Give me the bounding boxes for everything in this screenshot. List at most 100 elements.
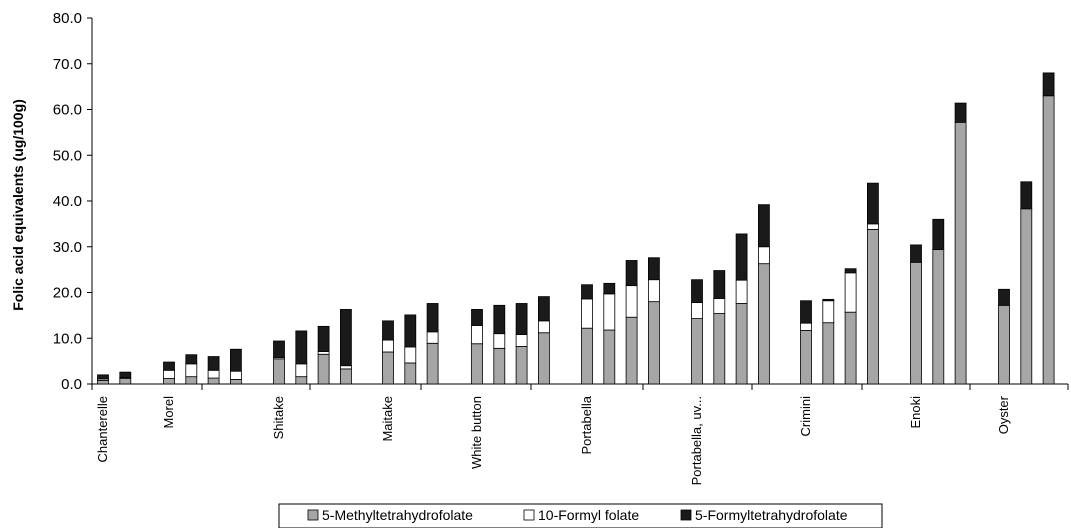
bar-segment-5-methyltetrahydrofolate — [207, 377, 220, 385]
bar-segment-5-formyltetrahydrofolate — [625, 260, 638, 287]
bar-segment-5-formyltetrahydrofolate — [603, 282, 616, 295]
category-label: Chanterelle — [95, 396, 110, 463]
bar-segment-10-formyl-folate — [339, 365, 352, 370]
category-label: Morel — [161, 396, 176, 429]
bar-segment-5-methyltetrahydrofolate — [185, 376, 198, 385]
bar-segment-5-methyltetrahydrofolate — [97, 379, 109, 385]
bar-segment-5-formyltetrahydrofolate — [339, 309, 352, 367]
bar-segment-5-methyltetrahydrofolate — [691, 318, 703, 385]
bar-segment-5-formyltetrahydrofolate — [119, 371, 132, 378]
bar-segment-5-formyltetrahydrofolate — [538, 296, 550, 322]
bar-segment-10-formyl-folate — [844, 272, 857, 313]
bar-segment-5-methyltetrahydrofolate — [867, 228, 879, 385]
bar-segment-10-formyl-folate — [515, 334, 528, 347]
y-tick-label: 70.0 — [53, 56, 82, 73]
category-label: Crimini — [798, 396, 813, 437]
bar-segment-5-formyltetrahydrofolate — [648, 257, 660, 281]
bar-segment-10-formyl-folate — [800, 322, 812, 331]
bar-segment-10-formyl-folate — [648, 279, 660, 303]
bar-segment-5-methyltetrahydrofolate — [426, 342, 439, 385]
bar-segment-5-methyltetrahydrofolate — [273, 358, 285, 385]
bar-segment-5-methyltetrahydrofolate — [844, 311, 857, 385]
y-tick-labels: 0.0 10.0 20.0 30.0 40.0 50.0 60.0 70.0 80.0 — [53, 10, 82, 393]
bar-segment-10-formyl-folate — [185, 363, 198, 378]
bar-segment-5-formyltetrahydrofolate — [998, 288, 1010, 306]
bar-segment-5-methyltetrahydrofolate — [163, 378, 175, 385]
legend-box — [278, 503, 883, 528]
bar-segment-5-methyltetrahydrofolate — [339, 368, 352, 385]
bar-segment-5-formyltetrahydrofolate — [581, 284, 593, 300]
y-tick-label: 40.0 — [53, 193, 82, 210]
bar-segment-5-methyltetrahydrofolate — [910, 261, 922, 385]
bar-segment-5-formyltetrahydrofolate — [426, 303, 439, 333]
bar-segment-5-formyltetrahydrofolate — [954, 102, 967, 123]
bar-segment-5-methyltetrahydrofolate — [1042, 95, 1055, 385]
bar-segment-10-formyl-folate — [229, 370, 242, 380]
bar-segment-5-formyltetrahydrofolate — [471, 309, 483, 326]
bar-segment-10-formyl-folate — [822, 300, 835, 324]
bar-segment-5-methyltetrahydrofolate — [822, 322, 835, 385]
y-tick-label: 30.0 — [53, 239, 82, 256]
bar-segment-5-formyltetrahydrofolate — [185, 354, 198, 365]
bar-segment-10-formyl-folate — [404, 346, 417, 364]
bar-segment-5-formyltetrahydrofolate — [932, 218, 945, 250]
category-label: White button — [469, 396, 484, 469]
category-label: Shitake — [271, 396, 286, 439]
bar-segment-5-formyltetrahydrofolate — [404, 314, 417, 348]
y-axis-label: Folic acid equivalents (ug/100g) — [10, 99, 26, 311]
bar-segment-5-methyltetrahydrofolate — [932, 249, 945, 385]
bar-segment-5-methyltetrahydrofolate — [998, 304, 1010, 385]
bar-segment-10-formyl-folate — [207, 369, 220, 379]
y-tick-label: 10.0 — [53, 330, 82, 347]
bar-segment-5-methyltetrahydrofolate — [471, 343, 483, 385]
bar-segment-10-formyl-folate — [382, 339, 394, 353]
bar-segment-5-methyltetrahydrofolate — [713, 313, 726, 385]
bar-segment-10-formyl-folate — [295, 363, 308, 378]
bar-segment-5-methyltetrahydrofolate — [538, 332, 550, 385]
bar-segment-10-formyl-folate — [867, 223, 879, 230]
bar-segment-5-methyltetrahydrofolate — [800, 330, 812, 385]
bar-segment-5-methyltetrahydrofolate — [581, 327, 593, 385]
legend-swatch — [523, 509, 535, 521]
bar-segment-5-formyltetrahydrofolate — [382, 320, 394, 341]
bar-segment-5-methyltetrahydrofolate — [382, 351, 394, 385]
y-tick-label: 80.0 — [53, 10, 82, 27]
bar-segment-5-methyltetrahydrofolate — [404, 362, 417, 385]
bar-segment-5-methyltetrahydrofolate — [648, 301, 660, 385]
legend-label: 5-Methyltetrahydrofolate — [322, 507, 473, 523]
bar-segment-5-methyltetrahydrofolate — [295, 376, 308, 385]
y-tick-label: 60.0 — [53, 102, 82, 119]
category-labels: Chanterelle Morel Shitake Maitake White butt… — [95, 395, 1011, 485]
bar-segment-5-methyltetrahydrofolate — [625, 316, 638, 385]
bar-segment-5-methyltetrahydrofolate — [229, 379, 242, 385]
bar-segment-5-formyltetrahydrofolate — [1020, 181, 1033, 210]
bar-segment-5-formyltetrahydrofolate — [800, 300, 812, 324]
bar-segment-10-formyl-folate — [471, 325, 483, 345]
bar-segment-10-formyl-folate — [625, 285, 638, 318]
bar-segment-5-formyltetrahydrofolate — [735, 233, 748, 281]
bar-segment-5-methyltetrahydrofolate — [603, 329, 616, 385]
bar-segment-10-formyl-folate — [713, 298, 726, 314]
bar-segment-5-formyltetrahydrofolate — [493, 304, 506, 335]
bar-segment-5-formyltetrahydrofolate — [207, 356, 220, 371]
y-tick-label: 20.0 — [53, 285, 82, 302]
bar-segment-5-formyltetrahydrofolate — [515, 303, 528, 335]
bar-segment-5-methyltetrahydrofolate — [1020, 208, 1033, 385]
y-tick-label: 0.0 — [61, 376, 82, 393]
y-tick-label: 50.0 — [53, 147, 82, 164]
bar-segment-10-formyl-folate — [691, 302, 703, 319]
bar-segment-10-formyl-folate — [493, 333, 506, 349]
legend: 5-Methyltetrahydrofolate 10-Formyl folate… — [278, 503, 883, 528]
legend-label: 5-Formyltetrahydrofolate — [695, 507, 848, 523]
bar-segment-5-formyltetrahydrofolate — [295, 330, 308, 365]
bar-segment-10-formyl-folate — [758, 246, 770, 265]
bar-segment-10-formyl-folate — [163, 369, 175, 379]
category-label: Oyster — [996, 395, 1011, 434]
bar-segment-5-formyltetrahydrofolate — [229, 348, 242, 372]
bar-segment-10-formyl-folate — [735, 279, 748, 304]
bar-segment-5-methyltetrahydrofolate — [317, 353, 330, 385]
bar-segment-5-formyltetrahydrofolate — [691, 279, 703, 303]
legend-swatch — [680, 509, 692, 521]
bar-segment-10-formyl-folate — [603, 293, 616, 331]
